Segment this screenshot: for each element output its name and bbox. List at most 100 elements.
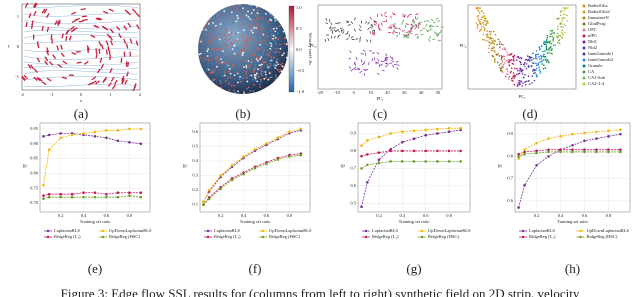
globe-dot <box>224 58 227 61</box>
arrow <box>373 29 375 33</box>
globe-dot <box>215 13 218 16</box>
legend-label: RidgeReg (HSC) <box>428 234 459 239</box>
arrow <box>33 76 38 82</box>
data-point <box>377 161 381 165</box>
globe-dot <box>234 10 236 13</box>
cell-dot <box>476 25 479 27</box>
y-tick-label: 0.75 <box>30 185 39 190</box>
cell-dot <box>494 51 496 53</box>
arrow <box>328 19 331 23</box>
data-point <box>47 192 51 196</box>
arrow <box>57 21 61 27</box>
data-point <box>447 126 451 130</box>
cell-dot <box>546 59 549 62</box>
cell-dot <box>485 34 488 36</box>
arrow <box>123 38 127 44</box>
globe-dot <box>286 6 288 9</box>
cell-dot <box>546 36 549 39</box>
cell-dot <box>549 35 552 38</box>
arrow <box>359 24 362 28</box>
arrow <box>371 32 375 36</box>
arrow <box>27 64 32 69</box>
panel-label: (c) <box>373 106 387 121</box>
globe-dot <box>266 53 269 56</box>
cell-dot <box>545 47 548 50</box>
arrow <box>46 77 52 82</box>
cell-dot <box>518 82 521 84</box>
globe-dot <box>200 52 202 55</box>
cell-dot <box>537 53 539 56</box>
data-point <box>59 192 62 196</box>
globe-dot <box>201 27 204 30</box>
cell-dot <box>560 22 563 25</box>
globe-dot <box>206 55 209 57</box>
globe-dot <box>255 39 258 42</box>
globe-dot <box>257 58 260 61</box>
arrow <box>131 8 137 13</box>
streamline <box>23 19 139 25</box>
arrow <box>71 51 77 56</box>
cell-dot <box>542 59 545 61</box>
globe-dot <box>275 61 278 63</box>
globe-dot <box>208 21 210 24</box>
globe-dot <box>282 89 285 91</box>
cell-dot <box>497 38 500 41</box>
globe-dot <box>211 36 214 38</box>
cell-dot <box>524 73 526 76</box>
data-point <box>105 192 108 196</box>
caption: Figure 3: Edge flow SSL results for (col… <box>61 286 580 297</box>
cell-dot <box>534 54 537 57</box>
globe-dot <box>249 36 252 39</box>
legend-label: RidgeReg (L₁) <box>529 234 556 239</box>
globe-dot <box>256 25 258 27</box>
arrow <box>88 82 94 86</box>
globe-dot <box>261 17 264 19</box>
globe-dot <box>257 16 260 19</box>
data-point <box>42 197 45 200</box>
cell-dot <box>549 49 551 51</box>
arrow <box>65 29 69 35</box>
globe-dot <box>198 88 200 91</box>
arrow <box>41 25 44 31</box>
globe-dot <box>283 52 285 55</box>
cell-dot <box>483 17 486 20</box>
arrow <box>111 84 116 90</box>
arrow <box>348 66 352 69</box>
globe-dot <box>275 27 278 30</box>
globe-dot <box>255 56 258 59</box>
globe-dot <box>226 61 229 64</box>
data-point <box>253 147 257 151</box>
data-point <box>202 203 205 207</box>
panel-a-frame <box>21 3 141 91</box>
globe-dot <box>215 8 218 10</box>
x-tick-label: 40 <box>419 90 424 95</box>
data-point <box>559 150 562 154</box>
arrow <box>393 22 396 26</box>
arrow <box>350 68 354 72</box>
globe-dot <box>281 54 284 57</box>
cell-dot <box>550 42 553 45</box>
arrow <box>45 13 50 19</box>
arrow <box>348 57 352 60</box>
globe-dot <box>282 79 284 82</box>
data-point <box>619 148 622 151</box>
x-tick-label: 0.6 <box>104 213 110 218</box>
legend-label: RidgeReg (L₁) <box>54 234 81 239</box>
globe-dot <box>276 13 278 16</box>
cell-dot <box>482 15 484 18</box>
arrow <box>78 20 84 23</box>
cell-dot <box>550 52 552 54</box>
globe-dot <box>279 8 282 10</box>
globe-dot <box>218 58 221 61</box>
cell-dot <box>542 67 545 70</box>
streamline <box>23 48 139 52</box>
globe-dot <box>259 58 262 60</box>
legend-label: Nbl1 <box>588 39 597 44</box>
globe-dot <box>198 22 200 25</box>
cell-dot <box>513 74 515 77</box>
globe-dot <box>273 87 276 90</box>
cell-dot <box>486 34 489 37</box>
globe-dot <box>198 38 200 41</box>
cell-dot <box>533 79 536 82</box>
globe-dot <box>279 47 282 50</box>
